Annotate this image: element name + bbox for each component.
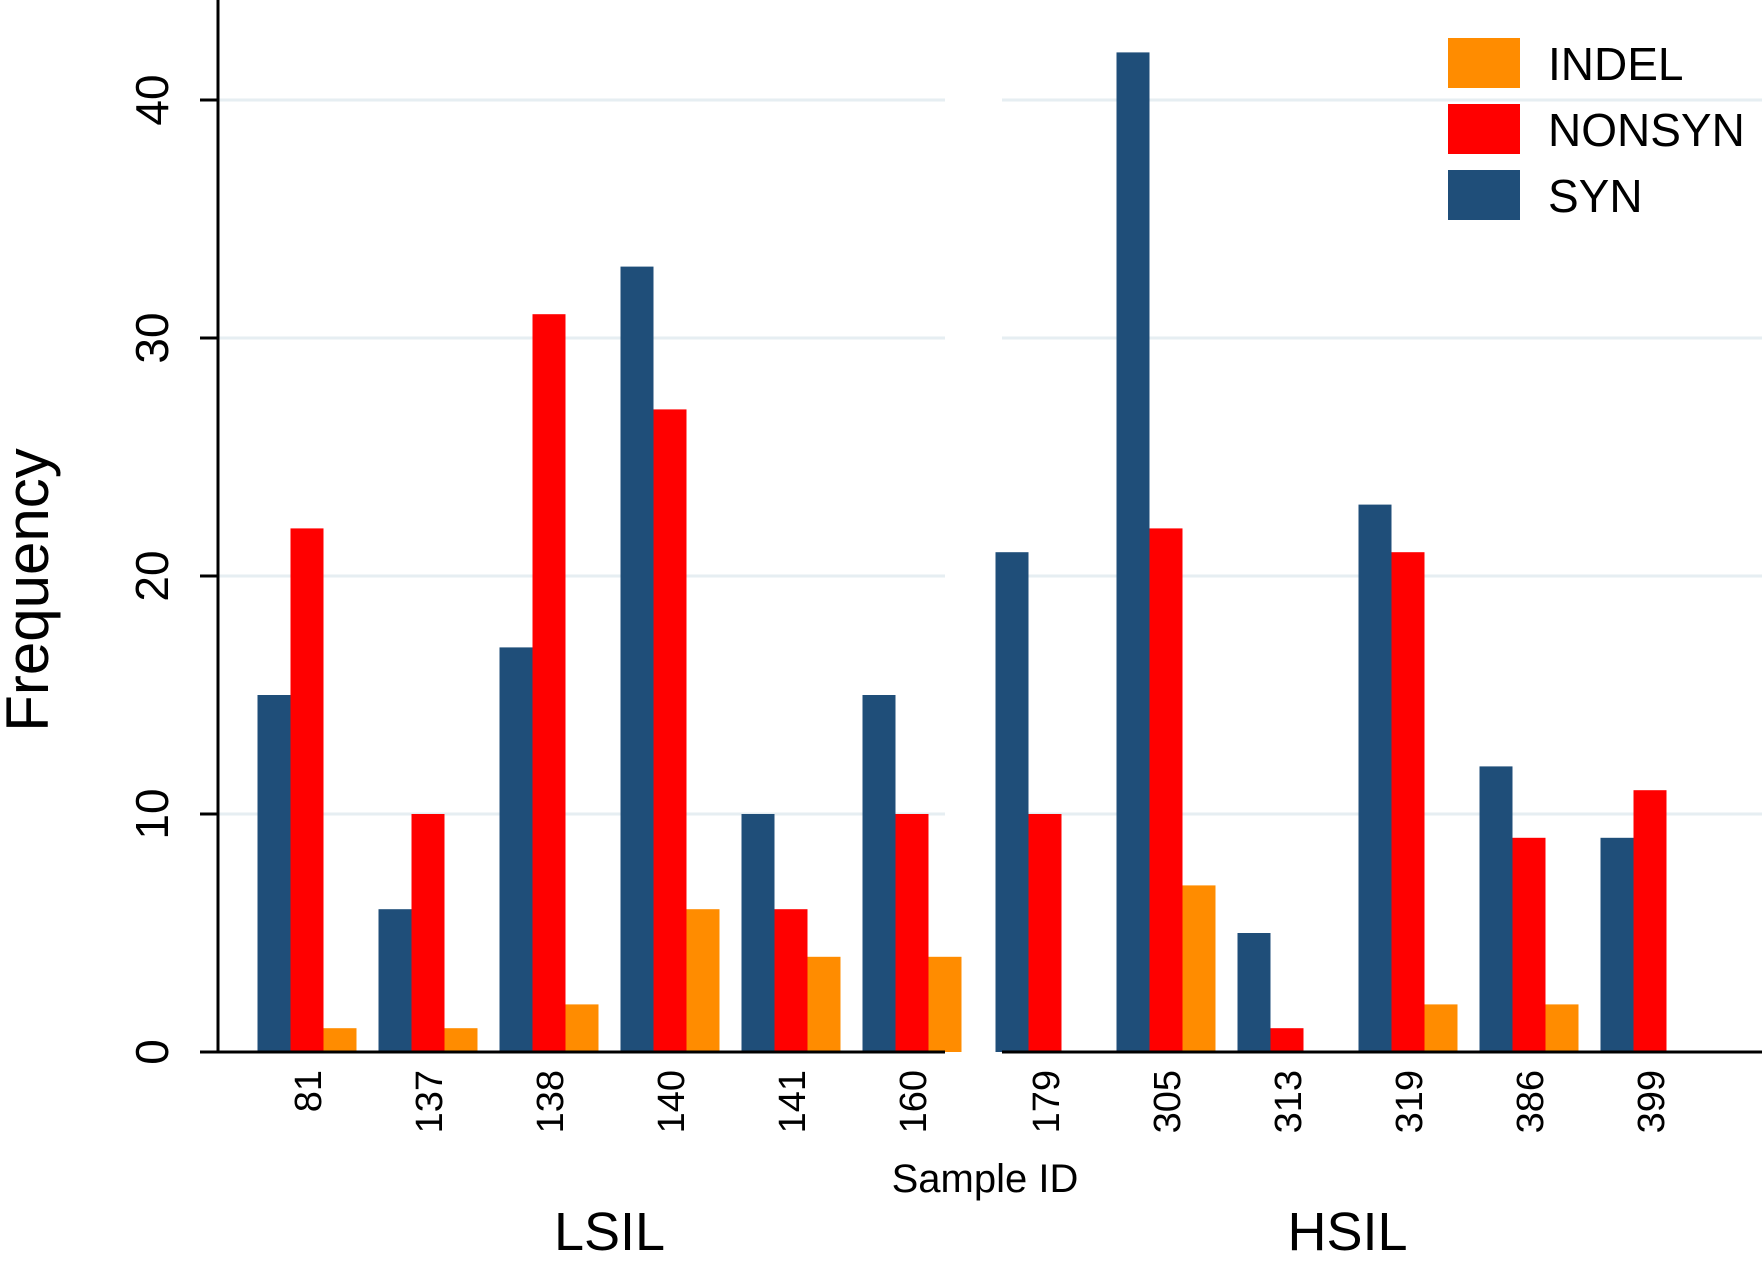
y-tick-labels: 0 10 20 30 40 <box>126 74 178 1064</box>
bar-nonsyn-319 <box>1391 552 1425 1052</box>
bar-nonsyn-140 <box>653 409 687 1052</box>
bar-syn-137 <box>378 909 412 1052</box>
bar-nonsyn-313 <box>1270 1028 1304 1052</box>
x-tick-labels: 81 137 138 140 141 160 179 305 313 319 386 399 <box>288 1070 1673 1133</box>
y-tick-label: 40 <box>126 74 178 125</box>
bars <box>257 52 1667 1053</box>
group-labels: LSIL HSIL <box>554 1202 1408 1262</box>
bar-syn-399 <box>1600 837 1634 1052</box>
bar-syn-386 <box>1479 766 1513 1052</box>
x-tick-label: 141 <box>772 1070 814 1133</box>
bar-nonsyn-141 <box>774 909 808 1052</box>
bar-nonsyn-137 <box>411 814 445 1052</box>
bar-indel-138 <box>565 1004 599 1052</box>
x-tick-label: 386 <box>1510 1070 1552 1133</box>
x-tick-label: 138 <box>530 1070 572 1133</box>
bar-syn-141 <box>741 814 775 1052</box>
bar-syn-319 <box>1358 504 1392 1053</box>
bar-indel-81 <box>323 1028 357 1052</box>
bar-indel-160 <box>928 956 962 1052</box>
axes <box>200 0 1762 1054</box>
bar-syn-140 <box>620 266 654 1053</box>
bar-indel-386 <box>1545 1004 1579 1052</box>
y-axis-title: Frequency <box>0 448 61 731</box>
bar-indel-305 <box>1182 885 1216 1052</box>
y-tick-label: 0 <box>126 1039 178 1065</box>
legend-label-indel: INDEL <box>1548 38 1683 90</box>
bar-syn-81 <box>257 695 291 1052</box>
bar-nonsyn-81 <box>290 528 324 1052</box>
x-tick-label: 305 <box>1147 1070 1189 1133</box>
bar-syn-179 <box>995 552 1029 1052</box>
bar-nonsyn-305 <box>1149 528 1183 1052</box>
x-axis-title: Sample ID <box>892 1157 1079 1201</box>
y-tick-label: 10 <box>126 788 178 839</box>
bar-indel-319 <box>1424 1004 1458 1052</box>
y-tick-label: 30 <box>126 312 178 363</box>
x-tick-label: 140 <box>651 1070 693 1133</box>
legend-swatch-indel <box>1448 38 1520 88</box>
bar-indel-140 <box>686 909 720 1052</box>
legend-swatch-syn <box>1448 170 1520 220</box>
bar-nonsyn-179 <box>1028 814 1062 1052</box>
bar-syn-160 <box>862 695 896 1052</box>
x-tick-label: 81 <box>288 1070 330 1112</box>
bar-nonsyn-160 <box>895 814 929 1052</box>
x-tick-label: 319 <box>1389 1070 1431 1133</box>
legend-label-nonsyn: NONSYN <box>1548 104 1745 156</box>
bar-indel-141 <box>807 956 841 1052</box>
group-label-hsil: HSIL <box>1287 1202 1407 1262</box>
gridlines <box>218 98 1762 816</box>
bar-nonsyn-386 <box>1512 837 1546 1052</box>
bar-syn-305 <box>1116 52 1150 1052</box>
bar-nonsyn-138 <box>532 314 566 1052</box>
bar-nonsyn-399 <box>1633 790 1667 1052</box>
bar-syn-313 <box>1237 933 1271 1052</box>
bar-indel-137 <box>444 1028 478 1052</box>
legend: INDEL NONSYN SYN <box>1448 38 1745 222</box>
legend-swatch-nonsyn <box>1448 104 1520 154</box>
bar-syn-138 <box>499 647 533 1052</box>
y-tick-label: 20 <box>126 550 178 601</box>
legend-label-syn: SYN <box>1548 170 1643 222</box>
x-tick-label: 313 <box>1268 1070 1310 1133</box>
x-tick-label: 160 <box>893 1070 935 1133</box>
group-label-lsil: LSIL <box>554 1202 665 1262</box>
x-tick-label: 137 <box>409 1070 451 1133</box>
x-tick-label: 399 <box>1631 1070 1673 1133</box>
x-tick-label: 179 <box>1026 1070 1068 1133</box>
